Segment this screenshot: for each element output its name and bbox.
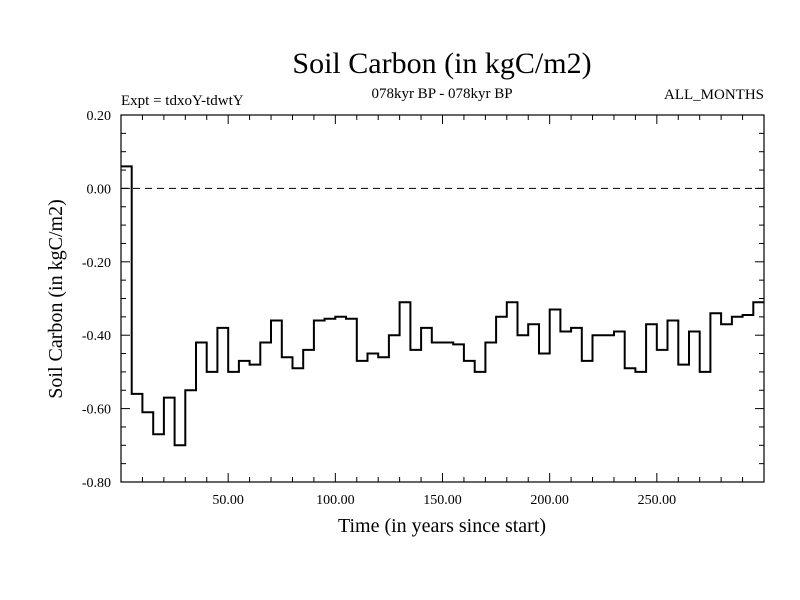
x-tick-labels: 50.00 100.00 150.00 200.00 250.00: [212, 493, 676, 508]
period-label: 078kyr BP - 078kyr BP: [371, 86, 512, 102]
experiment-label: Expt = tdxoY-tdwtY: [121, 93, 244, 109]
y-axis-label: Soil Carbon (in kgC/m2): [45, 199, 67, 398]
x-tick-label: 50.00: [212, 493, 244, 508]
plot-frame: [120, 114, 765, 483]
chart-title: Soil Carbon (in kgC/m2): [292, 47, 591, 80]
x-tick-label: 100.00: [316, 493, 355, 508]
x-tick-label: 200.00: [530, 493, 569, 508]
y-tick-label: 0.00: [87, 182, 112, 197]
months-label: ALL_MONTHS: [664, 87, 764, 103]
series-line: [121, 165, 764, 447]
y-tick-label: -0.40: [82, 329, 111, 344]
x-axis-label: Time (in years since start): [338, 515, 546, 537]
x-tick-label: 250.00: [638, 493, 677, 508]
y-tick-label: -0.20: [82, 256, 111, 271]
axis-ticks: [120, 114, 765, 483]
y-tick-label: -0.60: [82, 403, 111, 418]
x-tick-label: 150.00: [423, 493, 462, 508]
y-tick-label: 0.20: [87, 109, 112, 124]
y-tick-label: -0.80: [82, 476, 111, 491]
y-tick-labels: 0.20 0.00 -0.20 -0.40 -0.60 -0.80: [82, 109, 111, 491]
